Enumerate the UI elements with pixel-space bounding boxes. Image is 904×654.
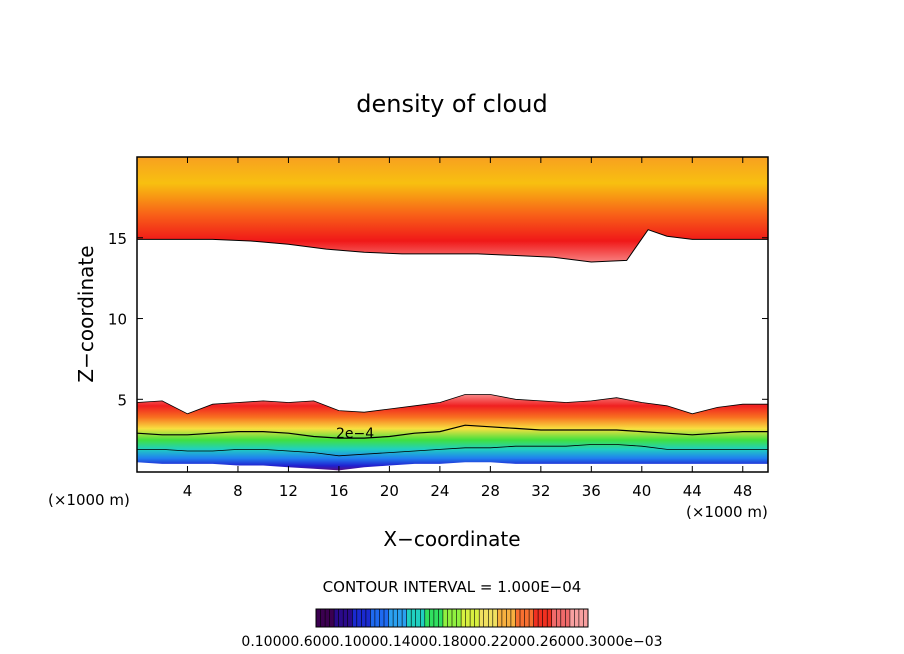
contour-line-2e-4 [137, 424, 768, 439]
contour-line-mid [137, 444, 768, 457]
plot-area [137, 157, 768, 471]
x-unit-right: (×1000 m) [686, 503, 768, 521]
x-axis: 4 8 12 16 20 24 28 32 36 40 44 48 [183, 157, 752, 500]
x-tick-label: 36 [582, 482, 601, 500]
y-tick-label: 10 [108, 311, 127, 329]
x-tick-label: 24 [430, 482, 449, 500]
colorbar [315, 609, 589, 627]
plot-frame [136, 156, 769, 473]
x-tick-label: 8 [233, 482, 243, 500]
y-axis: 5 10 15 [108, 230, 768, 409]
x-tick-label: 4 [183, 482, 193, 500]
x-tick-label: 16 [329, 482, 348, 500]
y-tick-label: 15 [108, 230, 127, 248]
x-tick-label: 12 [279, 482, 298, 500]
colorbar-labels: 0.10000.6000.10000.14000.18000.22000.260… [241, 634, 662, 650]
x-tick-label: 28 [481, 482, 500, 500]
y-tick-label: 5 [117, 391, 127, 409]
x-tick-label: 32 [531, 482, 550, 500]
x-tick-label: 20 [380, 482, 399, 500]
chart-title: density of cloud [356, 90, 547, 118]
x-unit-left: (×1000 m) [48, 491, 130, 509]
contour-label: 2e−4 [336, 426, 374, 442]
colorbar-frame [315, 608, 589, 628]
x-tick-label: 40 [632, 482, 651, 500]
x-axis-label: X−coordinate [383, 527, 520, 551]
lower-top-contour-line [137, 394, 768, 415]
upper-cloud-band [137, 157, 768, 262]
x-tick-label: 48 [733, 482, 752, 500]
contour-interval-label: CONTOUR INTERVAL = 1.000E−04 [323, 578, 582, 596]
y-axis-label: Z−coordinate [74, 245, 98, 382]
x-tick-label: 44 [683, 482, 702, 500]
upper-contour-line [137, 229, 768, 263]
